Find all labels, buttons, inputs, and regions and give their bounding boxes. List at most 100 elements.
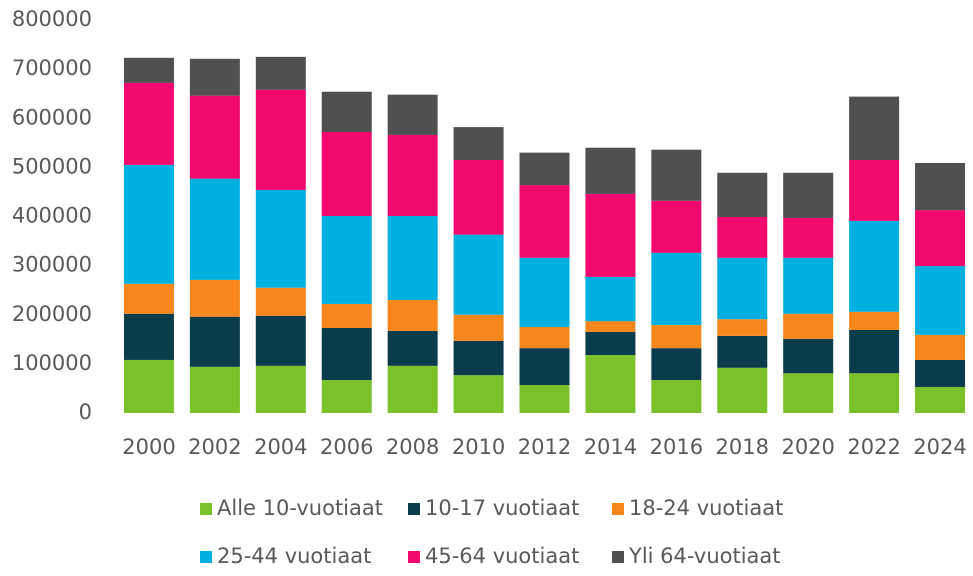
bar-segment [189, 178, 240, 280]
bar-segment [915, 266, 966, 335]
y-tick-label: 200000 [12, 302, 92, 326]
bar-segment [849, 220, 900, 312]
bar-segment [519, 327, 570, 349]
bar-segment [321, 380, 372, 413]
bar-segment [123, 57, 174, 83]
y-tick-label: 400000 [12, 204, 92, 228]
legend-swatch [200, 503, 212, 515]
bar-segment [255, 365, 306, 413]
bar-segment [387, 134, 438, 217]
bar-segment [387, 365, 438, 413]
bar-segment [783, 313, 834, 339]
x-tick-label: 2012 [518, 435, 571, 459]
bar-segment [453, 234, 504, 315]
bar-segment [783, 217, 834, 258]
x-tick-label: 2008 [386, 435, 439, 459]
bar-segment [585, 193, 636, 277]
bar-segment [255, 189, 306, 288]
bar-segment [255, 56, 306, 90]
bar-segment [453, 314, 504, 341]
y-tick-label: 600000 [12, 105, 92, 129]
bar-segment [519, 384, 570, 413]
bar-segment [321, 328, 372, 381]
bar-segment [123, 313, 174, 360]
bar-segment [585, 321, 636, 332]
legend-swatch [408, 551, 420, 563]
bar-segment [123, 359, 174, 413]
bar-segment [915, 386, 966, 413]
legend-label: 45-64 vuotiaat [425, 544, 579, 568]
bar-segment [255, 287, 306, 316]
bar-segment [651, 200, 702, 253]
bar-segment [849, 329, 900, 374]
bar-segment [585, 147, 636, 194]
bar-segment [123, 164, 174, 284]
bar-segment [585, 276, 636, 322]
legend-label: Yli 64-vuotiaat [628, 544, 781, 568]
bar-segment [255, 89, 306, 190]
bar-segment [783, 338, 834, 374]
bar-segment [189, 95, 240, 179]
bar-segment [915, 162, 966, 211]
bar-segment [123, 283, 174, 314]
legend-swatch [612, 503, 624, 515]
bar-segment [189, 58, 240, 96]
bar-segment [123, 82, 174, 165]
bar-segment [585, 331, 636, 356]
legend-swatch [200, 551, 212, 563]
x-tick-label: 2006 [320, 435, 373, 459]
bar-segment [717, 319, 768, 336]
x-tick-label: 2024 [913, 435, 966, 459]
bar-segment [519, 348, 570, 385]
x-tick-label: 2004 [254, 435, 307, 459]
bar-segment [387, 330, 438, 366]
y-tick-label: 700000 [12, 56, 92, 80]
y-tick-label: 800000 [12, 7, 92, 31]
bar-segment [717, 367, 768, 413]
legend-label: 10-17 vuotiaat [425, 496, 579, 520]
bar-segment [453, 160, 504, 235]
y-tick-label: 0 [79, 400, 92, 424]
x-tick-label: 2022 [847, 435, 900, 459]
bar-segment [519, 185, 570, 258]
legend-label: 25-44 vuotiaat [217, 544, 371, 568]
bar-segment [717, 335, 768, 368]
x-tick-label: 2018 [716, 435, 769, 459]
bar-segment [387, 300, 438, 331]
x-tick-label: 2014 [584, 435, 637, 459]
bar-segment [849, 373, 900, 413]
bar-segment [717, 172, 768, 217]
bar-segment [849, 96, 900, 161]
bar-segment [651, 149, 702, 201]
bar-segment [849, 160, 900, 221]
bar-segment [651, 380, 702, 413]
bar-segment [519, 257, 570, 328]
bar-segment [189, 316, 240, 367]
bar-segment [651, 325, 702, 349]
bar-segment [783, 172, 834, 218]
bar-segment [321, 91, 372, 133]
bar-segment [783, 257, 834, 314]
bar-segment [585, 355, 636, 413]
bar-segment [453, 127, 504, 161]
bar-segment [189, 279, 240, 317]
x-tick-label: 2010 [452, 435, 505, 459]
bar-segment [189, 366, 240, 413]
legend-label: Alle 10-vuotiaat [217, 496, 383, 520]
bar-segment [783, 373, 834, 413]
x-tick-label: 2016 [650, 435, 703, 459]
bar-segment [387, 94, 438, 135]
bar-segment [915, 334, 966, 360]
bar-segment [387, 216, 438, 301]
legend-swatch [612, 551, 624, 563]
bar-segment [255, 315, 306, 366]
bar-segment [915, 359, 966, 387]
bar-segment [849, 311, 900, 330]
bar-segment [651, 348, 702, 381]
bar-segment [651, 252, 702, 326]
bar-segment [717, 216, 768, 258]
bar-segment [915, 210, 966, 267]
x-tick-label: 2020 [781, 435, 834, 459]
bar-segment [717, 257, 768, 320]
